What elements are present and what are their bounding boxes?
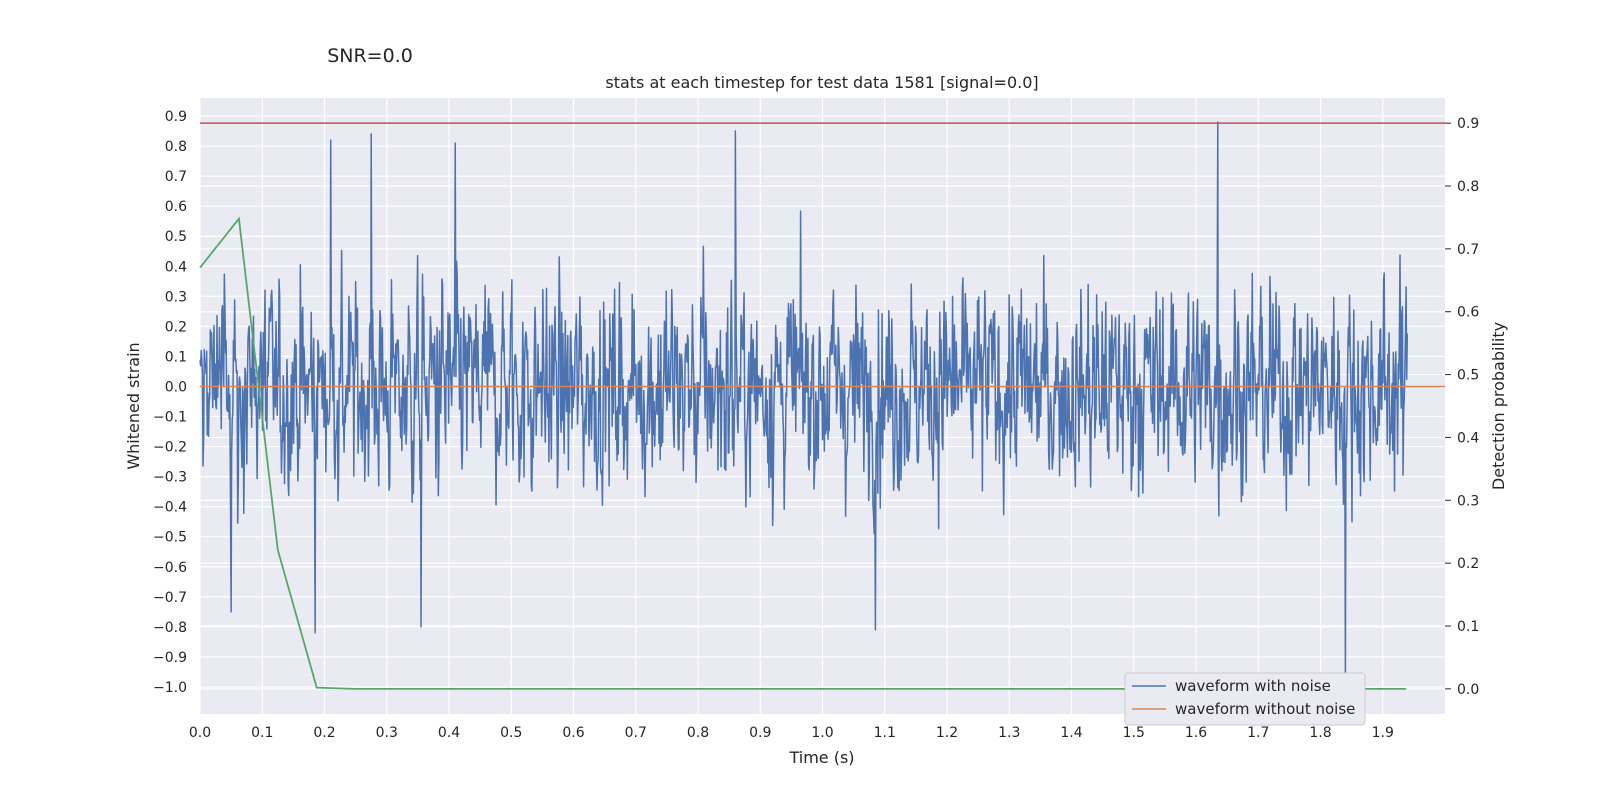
x-tick-label: 1.3 [998,725,1020,741]
x-tick-label: 1.7 [1247,725,1269,741]
y-right-tick-label: 0.6 [1457,305,1479,321]
x-tick-label: 0.1 [251,725,273,741]
x-tick-label: 1.5 [1123,725,1145,741]
y-left-tick-label: 0.2 [165,319,187,335]
y-left-tick-label: 0.4 [165,259,187,275]
y-left-tick-label: −1.0 [153,680,187,696]
y-left-tick-label: 0.6 [165,199,187,215]
x-tick-label: 0.3 [376,725,398,741]
y-left-tick-label: 0.8 [165,139,187,155]
y-left-tick-label: −0.2 [153,440,187,456]
y-right-tick-label: 0.1 [1457,619,1479,635]
grid [199,98,1445,714]
suptitle: SNR=0.0 [327,45,413,67]
legend-label-noise: waveform with noise [1175,677,1331,695]
y-left-tick-label: 0.9 [165,109,187,125]
x-tick-label: 0.6 [562,725,584,741]
y-right-tick-label: 0.0 [1457,682,1479,698]
x-tick-label: 0.4 [438,725,460,741]
y-left-tick-label: −0.5 [153,530,187,546]
y-left-tick-label: −0.9 [153,650,187,666]
x-tick-label: 0.9 [749,725,771,741]
y-left-tick-label: 0.3 [165,289,187,305]
x-axis-label: Time (s) [788,748,854,767]
legend-label-clean: waveform without noise [1175,700,1355,718]
y-left-tick-label: 0.1 [165,349,187,365]
y-right-tick-label: 0.2 [1457,556,1479,572]
legend: waveform with noise waveform without noi… [1124,672,1366,726]
y-left-tick-label: 0.7 [165,169,187,185]
x-tick-label: 1.4 [1060,725,1082,741]
y-right-tick-label: 0.4 [1457,430,1479,446]
series-group [199,121,1445,690]
y-left-tick-label: −0.4 [153,500,187,516]
x-tick-label: 0.2 [313,725,335,741]
x-tick-label: 0.7 [625,725,647,741]
x-tick-label: 0.5 [500,725,522,741]
y-left-tick-label: −0.6 [153,560,187,576]
y-left-tick-label: −0.1 [153,410,187,426]
y-right-tick-label: 0.3 [1457,493,1479,509]
x-tick-label: 1.9 [1372,725,1394,741]
y-right-tick-label: 0.8 [1457,179,1479,195]
x-tick-label: 0.8 [687,725,709,741]
x-tick-label: 1.0 [811,725,833,741]
x-tick-label: 0.0 [189,725,211,741]
x-tick-label: 1.6 [1185,725,1207,741]
axes: 0.0 0.1 0.2 0.3 0.4 0.5 0.6 0.7 0.8 0.9 1.0 1.1 1.2 1… [153,109,1479,741]
series-waveform-with-noise [199,121,1409,688]
y-left-tick-label: −0.8 [153,620,187,636]
y-left-tick-label: −0.7 [153,590,187,606]
x-tick-label: 1.8 [1309,725,1331,741]
y-axis-left-label: Whitened strain [124,342,143,469]
y-right-tick-label: 0.7 [1457,242,1479,258]
y-axis-right-label: Detection probability [1489,322,1508,490]
x-tick-label: 1.1 [874,725,896,741]
chart-title: stats at each timestep for test data 158… [605,73,1038,92]
y-left-tick-label: 0.5 [165,229,187,245]
x-tick-label: 1.2 [936,725,958,741]
y-right-tick-label: 0.9 [1457,116,1479,132]
y-left-tick-label: 0.0 [165,379,187,395]
y-right-tick-label: 0.5 [1457,368,1479,384]
y-left-tick-label: −0.3 [153,470,187,486]
legend-box [1124,672,1366,726]
